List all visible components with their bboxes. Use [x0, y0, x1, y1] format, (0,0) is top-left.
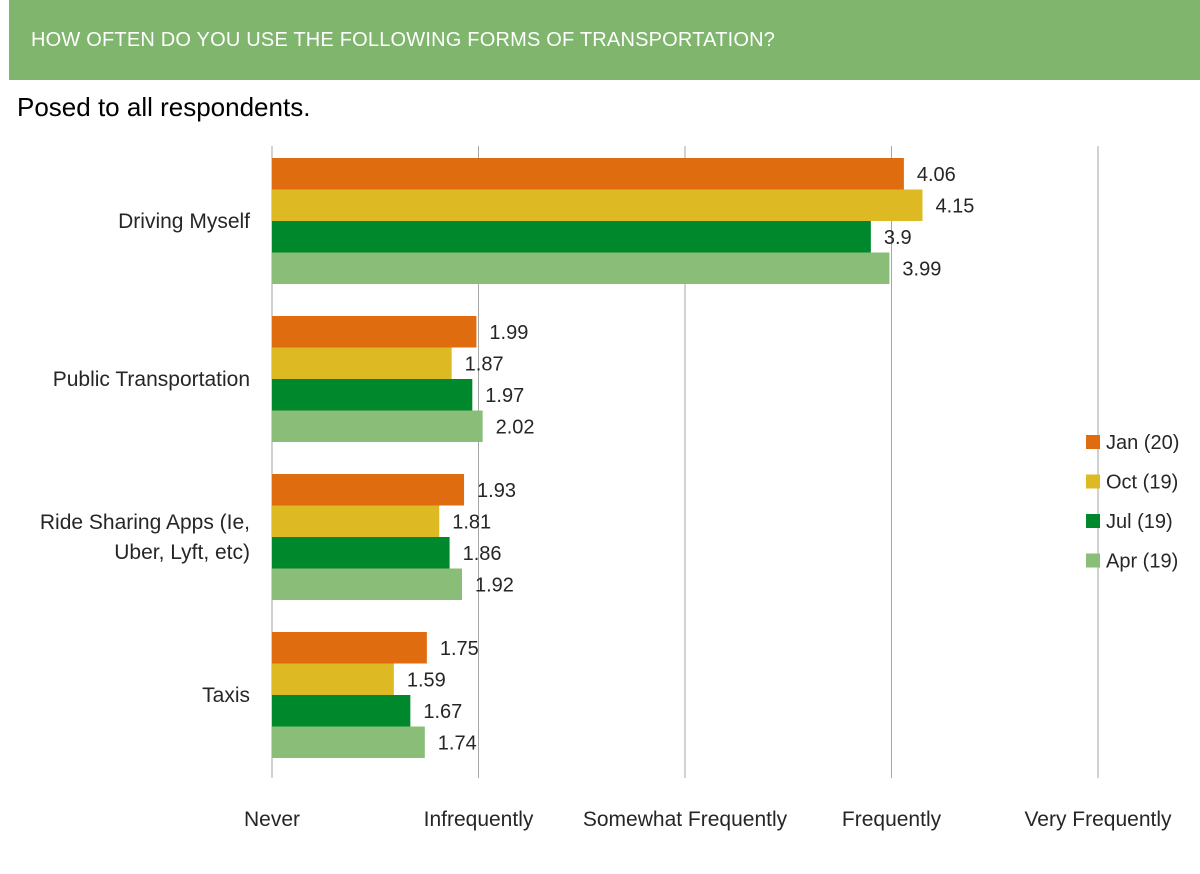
x-tick-label: Very Frequently — [1024, 808, 1172, 831]
legend-swatch — [1086, 435, 1100, 449]
data-label: 3.99 — [902, 258, 941, 280]
bar — [272, 632, 427, 664]
bar — [272, 316, 477, 348]
x-tick-label: Never — [244, 808, 300, 831]
bar — [272, 410, 483, 442]
data-label: 1.92 — [475, 574, 514, 596]
category-label: Ride Sharing Apps (Ie, — [40, 511, 250, 534]
bar — [272, 379, 473, 411]
x-tick-label: Infrequently — [424, 808, 534, 831]
category-labels: Driving Myself Public Transportation Ride … — [40, 210, 250, 707]
bar — [272, 505, 440, 537]
data-label: 4.06 — [917, 164, 956, 186]
bar — [272, 347, 452, 379]
legend-swatch — [1086, 553, 1100, 568]
data-label: 1.74 — [438, 732, 477, 754]
chart-title: HOW OFTEN DO YOU USE THE FOLLOWING FORMS… — [31, 29, 776, 51]
data-label: 1.81 — [452, 511, 491, 533]
bar — [272, 537, 450, 569]
legend-label: Oct (19) — [1106, 472, 1178, 494]
bar — [272, 568, 462, 600]
bar — [272, 252, 890, 284]
data-label: 2.02 — [496, 416, 535, 438]
data-label: 1.93 — [477, 480, 516, 502]
x-tick-label: Somewhat Frequently — [583, 808, 788, 831]
legend-label: Apr (19) — [1106, 551, 1178, 573]
data-label: 1.75 — [440, 638, 479, 660]
bars — [272, 158, 923, 758]
data-label: 1.59 — [407, 669, 446, 691]
x-tick-label: Frequently — [842, 808, 942, 831]
bar — [272, 663, 394, 695]
data-label: 1.99 — [489, 322, 528, 344]
data-label: 4.15 — [935, 195, 974, 217]
category-label: Driving Myself — [118, 210, 250, 233]
bar — [272, 726, 425, 758]
data-label: 1.87 — [465, 353, 504, 375]
bar — [272, 695, 411, 727]
x-axis-tick-labels: Never Infrequently Somewhat Frequently Freq… — [244, 808, 1172, 831]
chart-subtitle: Posed to all respondents. — [17, 92, 311, 122]
category-label: Public Transportation — [53, 368, 250, 391]
legend-swatch — [1086, 514, 1100, 528]
legend: Jan (20) Oct (19) Jul (19) Apr (19) — [1086, 432, 1179, 573]
data-label: 1.86 — [463, 543, 502, 565]
legend-swatch — [1086, 474, 1100, 489]
category-label: Uber, Lyft, etc) — [114, 541, 250, 564]
title-banner: HOW OFTEN DO YOU USE THE FOLLOWING FORMS… — [9, 0, 1200, 80]
bar — [272, 158, 904, 190]
data-label: 1.97 — [485, 385, 524, 407]
bar — [272, 474, 465, 506]
legend-label: Jan (20) — [1106, 432, 1179, 454]
data-label: 1.67 — [423, 701, 462, 723]
bar — [272, 221, 871, 253]
category-label: Taxis — [202, 684, 250, 707]
bar — [272, 189, 923, 221]
data-label: 3.9 — [884, 227, 912, 249]
bar-chart: 4.06 4.15 3.9 3.99 1.99 1.87 1.97 2.02 1.93 1.81 1… — [40, 146, 1179, 831]
value-labels: 4.06 4.15 3.9 3.99 1.99 1.87 1.97 2.02 1.93 1.81 1… — [407, 164, 975, 755]
legend-label: Jul (19) — [1106, 511, 1173, 533]
